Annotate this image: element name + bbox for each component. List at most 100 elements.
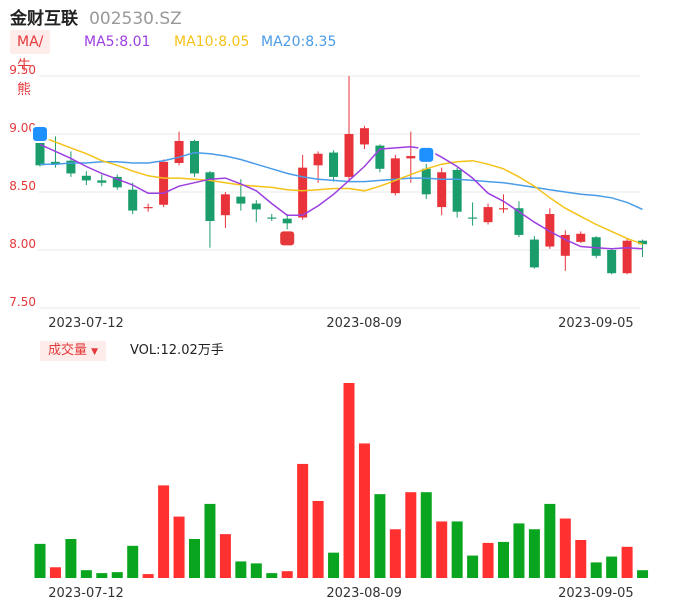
stock-code: 002530.SZ xyxy=(89,9,182,29)
volume-bar xyxy=(436,521,448,578)
volume-x-tick-label: 2023-07-12 xyxy=(48,586,124,601)
candle-body xyxy=(174,140,184,163)
candle-body xyxy=(560,234,570,256)
sell-signal-marker xyxy=(278,229,297,248)
candle-body xyxy=(220,194,230,216)
volume-bar xyxy=(343,383,355,578)
stock-header: 金财互联 002530.SZ xyxy=(10,4,182,29)
candle-body xyxy=(545,214,555,247)
candle-body xyxy=(313,153,323,166)
volume-bar xyxy=(111,572,123,578)
candle-body xyxy=(298,167,308,218)
candle-body xyxy=(344,134,354,177)
volume-bar xyxy=(189,539,200,578)
price-tick-label: 8.50 xyxy=(9,179,36,193)
price-tick-label: 7.50 xyxy=(9,295,36,309)
volume-bar xyxy=(142,574,154,578)
candle-body xyxy=(499,208,508,210)
volume-bar xyxy=(250,563,262,578)
volume-bar xyxy=(467,555,479,578)
candle-body xyxy=(529,239,539,268)
candle-body xyxy=(112,176,122,188)
candle-body xyxy=(514,208,524,235)
volume-bar xyxy=(235,561,247,578)
volume-x-tick-label: 2023-09-05 xyxy=(558,586,634,601)
candle-body xyxy=(205,172,215,221)
price-tick-label: 9.50 xyxy=(9,63,36,77)
ma-indicator-selector[interactable]: MA/牛熊 xyxy=(10,30,51,98)
ma20-line xyxy=(40,151,643,211)
candle-body xyxy=(452,169,462,212)
volume-bar xyxy=(204,503,216,578)
volume-bar xyxy=(606,556,618,578)
volume-bar xyxy=(34,543,46,578)
volume-bar xyxy=(49,567,61,578)
volume-bar xyxy=(297,463,309,578)
volume-bar xyxy=(544,503,556,578)
signal-marker-badge xyxy=(278,229,297,248)
volume-bar xyxy=(358,443,370,578)
volume-bar xyxy=(173,516,185,578)
signal-marker-badge xyxy=(31,125,49,143)
candle-body xyxy=(35,142,45,166)
volume-bar xyxy=(482,542,494,578)
volume-bar xyxy=(420,492,432,578)
volume-bar xyxy=(621,546,633,578)
volume-bar xyxy=(451,521,463,578)
candle-body xyxy=(251,203,261,210)
buy-signal-marker xyxy=(31,125,49,143)
volume-bar xyxy=(528,529,540,578)
ma5-value: MA5:8.01 xyxy=(84,34,151,50)
candle-body xyxy=(390,158,400,194)
candle-body xyxy=(359,128,369,145)
candle-body xyxy=(375,145,385,169)
candle-body xyxy=(468,217,478,219)
candle-body xyxy=(128,189,138,211)
candle-body xyxy=(81,175,91,181)
volume-bar xyxy=(405,492,417,578)
volume-indicator-selector[interactable]: 成交量 ▼ xyxy=(40,341,107,361)
candle-body xyxy=(483,207,493,223)
ma20-value: MA20:8.35 xyxy=(261,34,337,50)
caret-down-icon: ▼ xyxy=(91,347,99,357)
price-x-tick-label: 2023-09-05 xyxy=(558,316,634,331)
price-x-tick-label: 2023-08-09 xyxy=(326,316,402,331)
candle-body xyxy=(190,140,199,174)
volume-bar xyxy=(65,539,77,578)
ma10-line xyxy=(39,135,643,245)
candle-body xyxy=(437,172,447,208)
volume-bar xyxy=(266,573,278,578)
candle-body xyxy=(159,161,169,205)
candle-body xyxy=(638,240,648,245)
volume-bar xyxy=(281,571,293,578)
candle-body xyxy=(236,196,246,204)
volume-bar xyxy=(328,552,340,578)
volume-bar xyxy=(559,518,571,578)
candle-body xyxy=(282,218,292,224)
price-tick-label: 8.00 xyxy=(9,237,36,251)
candle-body xyxy=(143,207,153,209)
price-x-tick-label: 2023-07-12 xyxy=(48,316,124,331)
candle-body xyxy=(576,233,586,242)
candle-body xyxy=(329,152,339,177)
candle-body xyxy=(622,240,632,274)
volume-bar xyxy=(637,570,649,578)
candle-body xyxy=(406,156,416,159)
volume-bar xyxy=(389,529,401,578)
candle-body xyxy=(591,237,601,256)
candle-body xyxy=(50,161,60,165)
volume-bar xyxy=(219,534,231,578)
candle-body xyxy=(97,180,107,183)
volume-value: VOL:12.02万手 xyxy=(130,343,224,358)
volume-bar xyxy=(312,500,324,578)
ma5-line xyxy=(39,143,643,250)
volume-bar xyxy=(96,573,108,578)
buy-signal-marker xyxy=(417,145,436,164)
volume-bar xyxy=(575,539,587,578)
volume-bar xyxy=(127,545,139,578)
signal-marker-badge xyxy=(417,145,436,164)
volume-bar xyxy=(498,541,509,578)
candle-body xyxy=(66,160,76,174)
volume-bar xyxy=(590,562,602,578)
